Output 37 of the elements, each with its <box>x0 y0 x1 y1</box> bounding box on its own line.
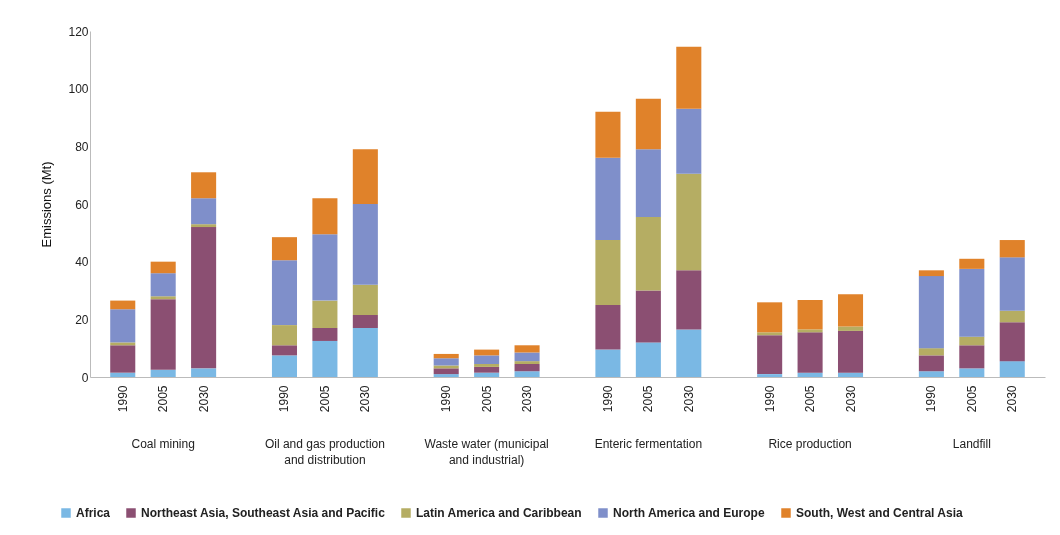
x-tick-label: 2030 <box>520 385 535 413</box>
y-tick-label: 120 <box>68 24 89 39</box>
text: Oil and gas production and distribution <box>264 437 385 467</box>
x-tick-label: 2005 <box>156 385 171 413</box>
text: Coal mining <box>131 437 195 451</box>
x-tick-label: 2005 <box>964 385 979 413</box>
text: Enteric fermentation <box>594 437 703 451</box>
x-tick-label: 2030 <box>196 385 211 413</box>
text: Landfill <box>952 437 991 451</box>
x-tick-label: 2030 <box>843 385 858 413</box>
text: Rice production <box>768 437 852 451</box>
x-tick-label: 2005 <box>803 385 818 413</box>
x-tick-label: 1990 <box>600 385 615 413</box>
x-tick-label: 1990 <box>924 385 939 413</box>
x-tick-label: 2030 <box>358 385 373 413</box>
text: Waste water (municipal and industrial) <box>424 437 549 467</box>
x-tick-label: 2005 <box>641 385 656 413</box>
y-tick-label: 80 <box>75 139 89 154</box>
y-axis-title: Emissions (Mt) <box>39 161 55 248</box>
x-tick-label: 1990 <box>277 385 292 413</box>
legend-label: Africa <box>76 506 111 520</box>
x-tick-label: 1990 <box>115 385 130 413</box>
legend-label: North America and Europe <box>613 506 765 520</box>
x-tick-label: 2030 <box>681 385 696 413</box>
x-tick-label: 1990 <box>439 385 454 413</box>
y-tick-label: 60 <box>75 197 89 212</box>
x-tick-label: 2030 <box>1005 385 1020 413</box>
legend-label: Latin America and Caribbean <box>416 506 582 520</box>
y-tick-label: 20 <box>75 312 89 327</box>
y-tick-label: 40 <box>75 255 89 270</box>
y-tick-label: 0 <box>81 370 89 385</box>
x-tick-label: 1990 <box>762 385 777 413</box>
y-tick-label: 100 <box>68 82 89 97</box>
legend-label: South, West and Central Asia <box>796 506 964 520</box>
x-tick-label: 2005 <box>317 385 332 413</box>
x-tick-label: 2005 <box>479 385 494 413</box>
legend-label: Northeast Asia, Southeast Asia and Pacific <box>141 506 386 520</box>
